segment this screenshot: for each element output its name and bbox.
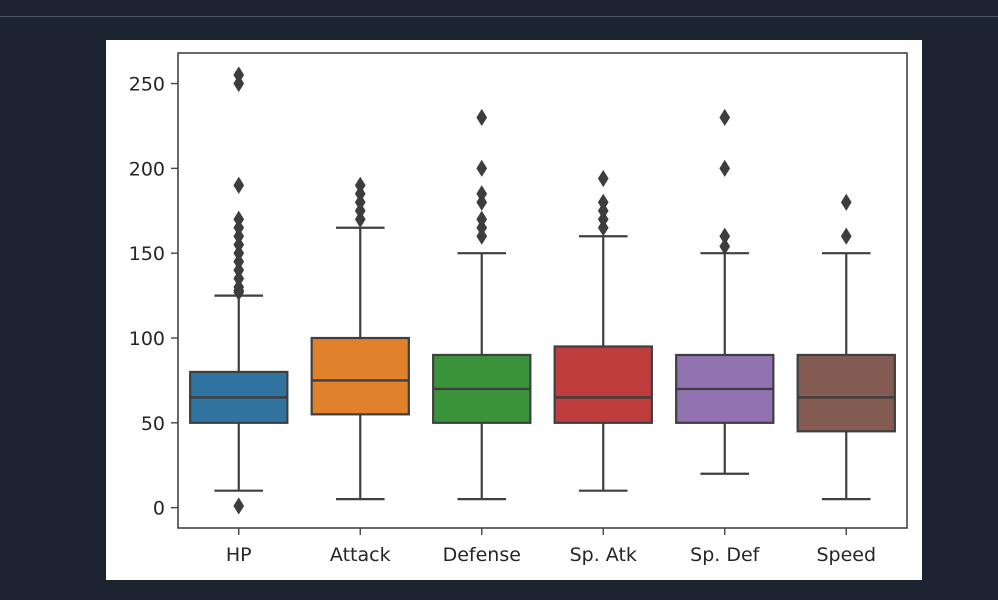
iqr-box [310, 336, 410, 416]
outlier-point [233, 176, 245, 194]
top-divider [0, 16, 998, 17]
outlier-point [476, 185, 488, 203]
box-attack [310, 176, 410, 501]
x-tick-label: Sp. Def [690, 544, 761, 566]
box-plot-chart: 0 50 100 150 200 250 HP Attack Defense Sp. Atk Sp… [129, 52, 908, 566]
y-tick-label: 150 [129, 243, 165, 265]
box-speed [796, 193, 896, 501]
y-tick-label: 0 [153, 498, 165, 520]
x-tick-label: HP [226, 544, 252, 566]
iqr-box [796, 353, 896, 433]
x-axis: HP Attack Defense Sp. Atk Sp. Def Speed [226, 528, 876, 566]
outlier-point [476, 210, 488, 228]
outlier-point [597, 169, 609, 188]
outlier-point [597, 193, 609, 211]
x-tick-label: Attack [330, 544, 391, 566]
outlier-point [840, 227, 852, 245]
outlier-point [719, 227, 731, 245]
outlier-point [233, 66, 245, 84]
outlier-point [233, 210, 245, 228]
y-tick-label: 250 [129, 74, 165, 96]
outlier-point [476, 108, 488, 127]
box-sp-def [675, 108, 775, 475]
box-sp-atk [553, 169, 653, 492]
outlier-point [840, 193, 852, 211]
y-axis: 0 50 100 150 200 250 [129, 74, 178, 520]
outlier-point [476, 159, 488, 177]
x-tick-label: Speed [816, 544, 876, 566]
outlier-point [719, 108, 731, 127]
x-tick-label: Sp. Atk [570, 544, 637, 566]
box-hp [189, 66, 289, 515]
plot-area-frame [177, 52, 908, 529]
box-defense [432, 108, 532, 501]
outlier-point [233, 497, 245, 515]
y-tick-label: 100 [129, 328, 165, 350]
x-tick-label: Defense [443, 544, 521, 566]
outlier-point [354, 176, 366, 194]
iqr-box [553, 345, 653, 424]
chart-panel: 0 50 100 150 200 250 HP Attack Defense Sp. Atk Sp… [106, 40, 922, 580]
y-tick-label: 50 [141, 413, 165, 435]
outlier-point [719, 159, 731, 177]
y-tick-label: 200 [129, 158, 165, 180]
box-series [189, 66, 896, 515]
outlier-point [719, 237, 731, 255]
